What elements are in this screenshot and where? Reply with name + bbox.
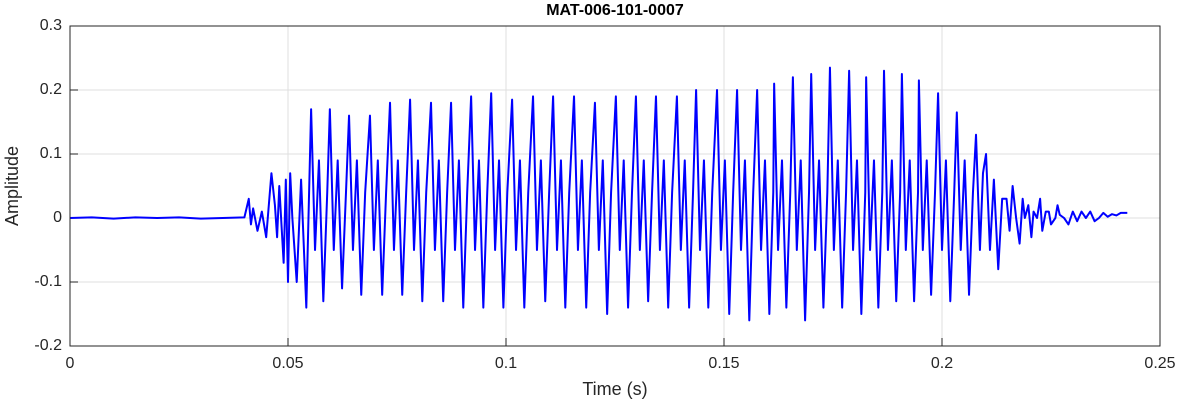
x-tick-label: 0.05 <box>272 355 303 372</box>
x-tick-label: 0.1 <box>495 355 517 372</box>
x-tick-label: 0.2 <box>931 355 953 372</box>
x-tick-label: 0 <box>66 355 75 372</box>
y-tick-label: 0.3 <box>40 17 62 34</box>
y-tick-label: -0.1 <box>34 273 62 290</box>
plot-area <box>70 26 1160 346</box>
x-axis-label: Time (s) <box>582 379 647 399</box>
x-tick-label: 0.15 <box>708 355 739 372</box>
chart-title: MAT-006-101-0007 <box>546 2 684 19</box>
x-tick-label: 0.25 <box>1144 355 1175 372</box>
y-tick-label: 0.2 <box>40 81 62 98</box>
axes-box <box>69 25 1161 347</box>
y-tick-label: -0.2 <box>34 337 62 354</box>
y-tick-label: 0 <box>53 209 62 226</box>
y-axis-label: Amplitude <box>2 146 22 226</box>
waveform <box>69 66 1128 322</box>
y-tick-label: 0.1 <box>40 145 62 162</box>
